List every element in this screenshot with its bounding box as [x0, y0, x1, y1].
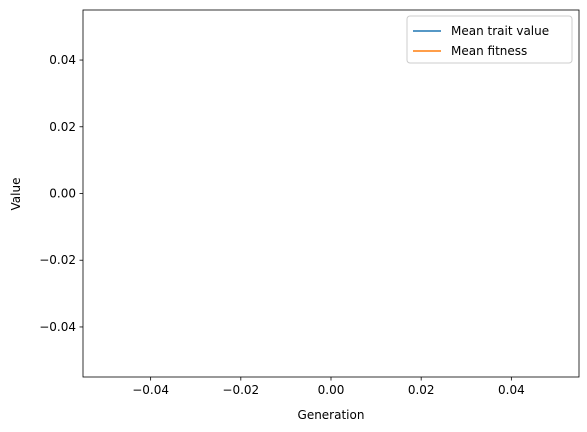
x-tick-label: −0.02: [222, 383, 259, 397]
legend: Mean trait value Mean fitness: [406, 15, 573, 64]
y-axis-label: Value: [9, 178, 23, 211]
legend-entries: Mean trait value Mean fitness: [413, 24, 549, 58]
y-tick-label: 0.02: [49, 120, 76, 134]
x-tick-label: −0.04: [132, 383, 169, 397]
plot-area: [83, 10, 579, 377]
y-tick-label: −0.04: [39, 320, 76, 334]
legend-label-0: Mean trait value: [451, 24, 549, 38]
x-tick-label: 0.00: [318, 383, 345, 397]
y-axis-ticks: 0.04 0.02 0.00 −0.02 −0.04: [39, 53, 83, 334]
plot-frame: [82, 9, 580, 378]
x-tick-label: 0.02: [408, 383, 435, 397]
y-tick-label: −0.02: [39, 253, 76, 267]
legend-label-1: Mean fitness: [451, 44, 527, 58]
x-axis-label: Generation: [298, 408, 365, 422]
y-tick-label: 0.00: [49, 187, 76, 201]
x-axis-ticks: −0.04 −0.02 0.00 0.02 0.04: [132, 377, 525, 397]
y-tick-label: 0.04: [49, 53, 76, 67]
x-tick-label: 0.04: [498, 383, 525, 397]
legend-box: [406, 15, 573, 64]
